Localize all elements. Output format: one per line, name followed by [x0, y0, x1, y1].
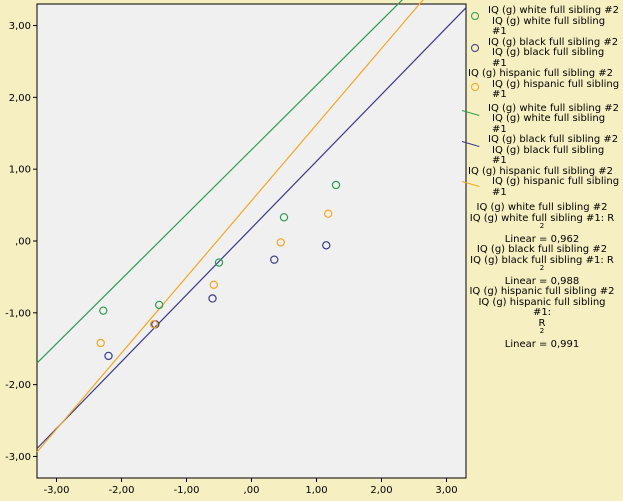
legend-label: IQ (g) black full sibling #2: [488, 134, 619, 145]
legend-label: IQ (g) hispanic full sibling #1: [492, 176, 620, 198]
legend-label: IQ (g) white full sibling #2: [488, 102, 619, 114]
data-point-series-1: [322, 241, 331, 250]
legend-item-hispanic-fit: IQ (g) hispanic full sibling #2 IQ (g) hi…: [461, 165, 620, 199]
x-axis: -3,00 -2,00 -1,00 ,00 1,00 2,00 3,00: [44, 478, 458, 496]
y-axis: 3,00 2,00 1,00 ,00 -1,00 -2,00 -3,00: [5, 21, 37, 463]
legend-label: IQ (g) black full sibling #1: [492, 47, 605, 69]
data-point-series-2: [209, 280, 218, 290]
x-tick-label: -2,00: [109, 485, 135, 496]
legend-label: IQ (g) hispanic full sibling #2: [468, 165, 614, 177]
fit-annotation-white: IQ (g) white full sibling #2 IQ (g) whit…: [468, 202, 620, 245]
data-point-series-0: [279, 213, 289, 222]
legend-label: IQ (g) hispanic full sibling #2: [468, 68, 614, 79]
circle-marker-icon: [471, 43, 479, 52]
data-point-series-0: [214, 258, 224, 267]
data-point-series-1: [104, 351, 113, 361]
data-point-series-2: [276, 238, 285, 247]
fit-label-line: Linear = 0,962: [504, 233, 580, 245]
data-point-series-0: [331, 180, 341, 190]
x-tick-label: 1,00: [305, 485, 327, 496]
x-tick-label: -1,00: [174, 485, 200, 496]
data-point-series-0: [99, 306, 108, 315]
x-tick-label: 2,00: [370, 485, 392, 496]
legend: IQ (g) white full sibling #2 IQ (g) white…: [461, 5, 620, 350]
y-tick-label: -1,00: [5, 308, 31, 319]
data-point-series-2: [324, 209, 333, 218]
legend-label: IQ (g) white full sibling #1: [492, 113, 606, 135]
data-point-series-2: [149, 320, 159, 329]
legend-item-hispanic-markers: IQ (g) hispanic full sibling #2 IQ (g) hi…: [468, 68, 620, 101]
y-tick-label: -3,00: [5, 452, 31, 463]
data-points: [96, 180, 341, 361]
fit-annotation-black: IQ (g) black full sibling #2 IQ (g) blac…: [468, 244, 620, 287]
y-tick-label: 3,00: [9, 21, 31, 32]
legend-label: IQ (g) white full sibling #1: [492, 15, 606, 37]
circle-marker-icon: [471, 12, 479, 20]
legend-label: IQ (g) black full sibling #1: [492, 144, 605, 166]
fit-annotation-hispanic: IQ (g) hispanic full sibling #2 IQ (g) h…: [468, 286, 620, 350]
data-point-series-0: [154, 300, 164, 310]
legend-label: IQ (g) white full sibling #2: [488, 5, 619, 16]
fit-label-line: Linear = 0,988: [504, 275, 580, 287]
fit-label-line: IQ (g) white full sibling #2: [476, 202, 608, 213]
legend-item-black-markers: IQ (g) black full sibling #2 IQ (g) black…: [468, 36, 620, 70]
legend-item-white-fit: IQ (g) white full sibling #2 IQ (g) white…: [461, 102, 620, 136]
fit-line-series-0: [36, 0, 403, 364]
y-tick-label: -2,00: [5, 380, 31, 391]
fit-line-series-2: [36, 0, 424, 453]
fit-lines: [36, 0, 467, 453]
y-tick-label: ,00: [15, 237, 31, 248]
legend-label: IQ (g) hispanic full sibling #1: [492, 78, 620, 100]
y-tick-label: 2,00: [9, 93, 31, 104]
data-point-series-2: [96, 338, 105, 348]
fit-line-series-1: [36, 7, 467, 449]
plot-area: [36, 3, 467, 479]
fit-label-line: IQ (g) black full sibling #2: [476, 244, 608, 255]
circle-marker-icon: [471, 83, 479, 91]
x-tick-label: 3,00: [435, 485, 457, 496]
data-point-series-1: [270, 255, 279, 264]
fit-label-line: IQ (g) hispanic full sibling #2: [469, 286, 615, 297]
legend-item-white-markers: IQ (g) white full sibling #2 IQ (g) white…: [468, 5, 620, 38]
x-tick-label: ,00: [244, 485, 260, 496]
y-tick-label: 1,00: [9, 165, 31, 176]
fit-label-line: IQ (g) hispanic full sibling #1:: [478, 296, 606, 318]
legend-label: IQ (g) black full sibling #2: [488, 36, 619, 48]
legend-item-black-fit: IQ (g) black full sibling #2 IQ (g) black…: [461, 134, 620, 167]
data-point-series-1: [208, 294, 217, 303]
x-tick-label: -3,00: [44, 485, 70, 496]
